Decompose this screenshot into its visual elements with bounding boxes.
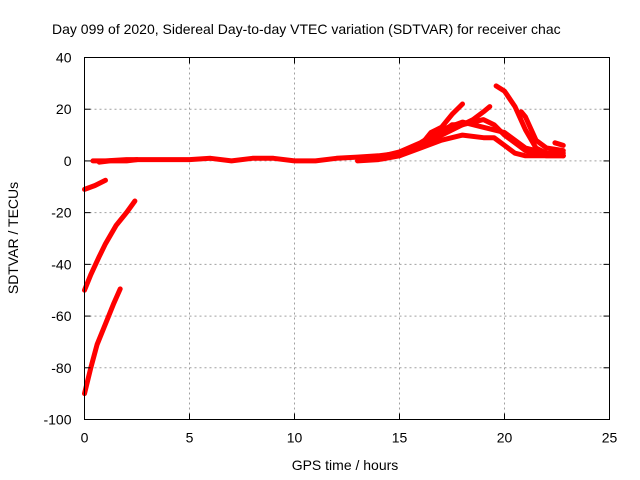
- y-tick-label: 0: [64, 153, 72, 169]
- x-tick-label: 5: [186, 430, 194, 446]
- series-line-arc-peak-c: [493, 83, 566, 159]
- y-tick-label: 40: [56, 50, 72, 66]
- x-tick-label: 15: [392, 430, 408, 446]
- series-line-arc-tail: [552, 140, 566, 148]
- series-line-arc-short-4: [96, 157, 140, 165]
- series-line-arc-short-1: [82, 177, 108, 192]
- series-line-arc-peak-a: [397, 101, 465, 159]
- plot-frame: [84, 57, 610, 420]
- y-tick-label: -80: [51, 360, 71, 376]
- x-tick-labels: 0 5 10 15 20 25: [81, 430, 618, 446]
- data-series: [82, 83, 566, 397]
- x-tick-label: 20: [497, 430, 513, 446]
- y-axis-label: SDTVAR / TECUs: [5, 182, 21, 294]
- y-tick-label: -100: [43, 412, 71, 428]
- y-tick-label: 20: [56, 101, 72, 117]
- x-axis-label: GPS time / hours: [292, 457, 399, 473]
- y-tick-labels: -100 -80 -60 -40 -20 0 20 40: [43, 50, 71, 428]
- x-tick-label: 25: [602, 430, 618, 446]
- x-tick-label: 10: [287, 430, 303, 446]
- y-tick-label: -20: [51, 205, 71, 221]
- series-line-arc-short-2: [82, 198, 138, 293]
- series-line-arc-short-3: [82, 286, 123, 397]
- y-tick-label: -60: [51, 308, 71, 324]
- series-line-arc-peak-d: [518, 109, 566, 154]
- x-tick-label: 0: [81, 430, 89, 446]
- series-line-arc-main: [90, 117, 566, 164]
- grid-lines: [84, 57, 610, 420]
- y-tick-label: -40: [51, 256, 71, 272]
- series-line-arc-peak-b: [439, 104, 493, 135]
- axis-ticks: [84, 57, 610, 420]
- chart-title: Day 099 of 2020, Sidereal Day-to-day VTE…: [52, 21, 561, 37]
